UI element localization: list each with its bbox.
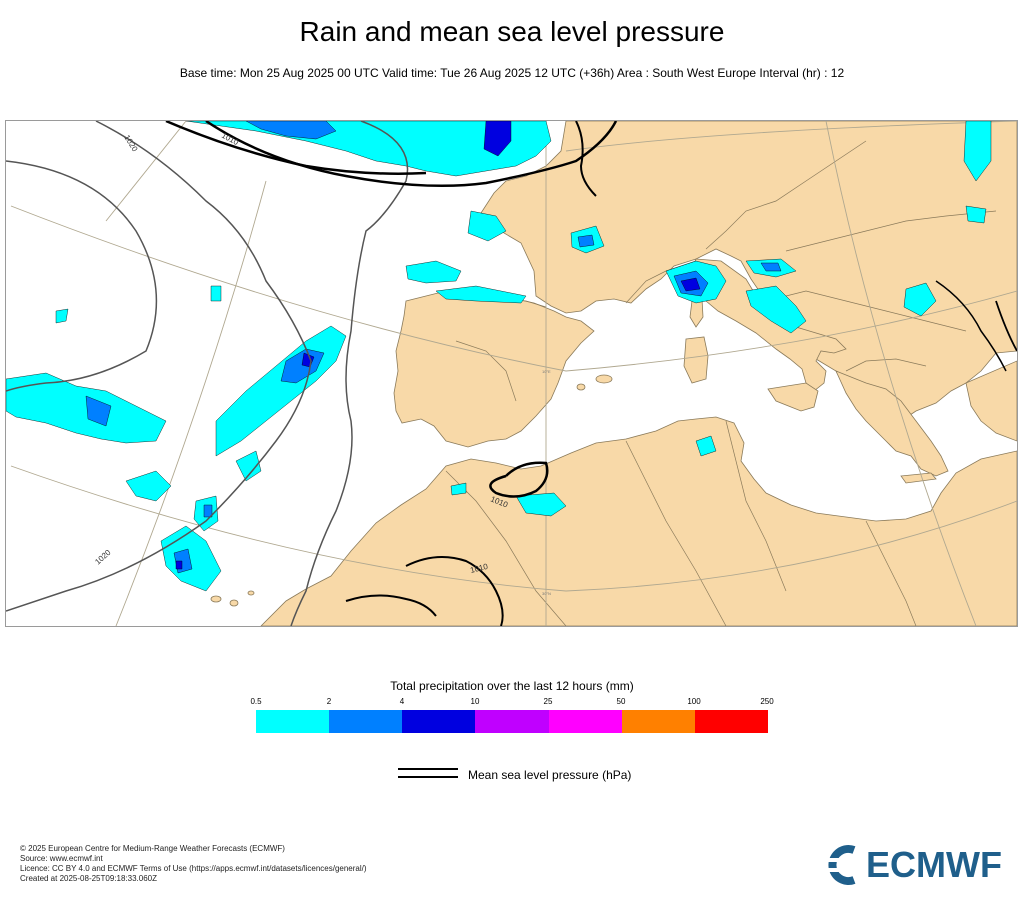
isobar-layer — [6, 121, 1017, 626]
footer-line: Source: www.ecmwf.int — [20, 854, 103, 863]
land-sardinia — [683, 336, 709, 384]
colorbar-tick: 10 — [470, 697, 480, 706]
colorbar-tick: 50 — [616, 697, 626, 706]
map-subtitle: Base time: Mon 25 Aug 2025 00 UTC Valid … — [179, 66, 845, 80]
isobar-label: 1020 — [93, 548, 113, 567]
precip-layer — [6, 121, 992, 592]
footer-line: © 2025 European Centre for Medium-Range … — [20, 844, 285, 853]
graticule-layer — [10, 121, 1017, 626]
legend-title: Total precipitation over the last 12 hou… — [390, 679, 634, 693]
colorbar-tick: 100 — [687, 697, 701, 706]
colorbar-bin — [256, 710, 330, 733]
land-iberia — [393, 288, 595, 448]
ecmwf-logo[interactable]: ECMWF — [814, 844, 1014, 886]
land-africa — [260, 416, 1017, 626]
graticule-label: 10°E — [542, 369, 551, 374]
land-turkey — [965, 360, 1017, 442]
land-balkans — [835, 370, 949, 477]
land-layer — [210, 121, 1017, 626]
colorbar-tick: 25 — [543, 697, 553, 706]
map-title: Rain and mean sea level pressure — [299, 16, 725, 47]
precip-colorbar — [256, 710, 768, 733]
footer-credits: © 2025 European Centre for Medium-Range … — [20, 844, 367, 884]
colorbar-tick: 0.5 — [250, 697, 262, 706]
land-sicily — [767, 382, 819, 412]
mslp-line-sample — [398, 776, 458, 778]
colorbar-bin — [548, 710, 622, 733]
map-canvas: 1010 1020 1010 1010 1020 30°N 10°E — [6, 121, 1017, 626]
colorbar-bin — [621, 710, 695, 733]
isobar-label: 1020 — [122, 133, 139, 153]
colorbar-tick: 2 — [326, 697, 332, 706]
mslp-line-sample — [398, 768, 458, 770]
mslp-label: Mean sea level pressure (hPa) — [468, 768, 632, 782]
colorbar-tick: 4 — [399, 697, 405, 706]
colorbar-tick: 250 — [760, 697, 774, 706]
land-corsica — [689, 298, 704, 328]
ecmwf-logo-icon — [816, 845, 862, 885]
graticule-label: 30°N — [542, 591, 551, 596]
graticule-label-layer: 30°N 10°E — [542, 369, 551, 596]
colorbar-bin — [475, 710, 549, 733]
isobar-label: 1010 — [469, 562, 489, 575]
colorbar-bin — [329, 710, 403, 733]
weather-map[interactable]: 1010 1020 1010 1010 1020 30°N 10°E — [5, 120, 1018, 627]
footer-line: Licence: CC BY 4.0 and ECMWF Terms of Us… — [20, 864, 367, 873]
land-europe — [480, 121, 1017, 432]
ecmwf-logo-text: ECMWF — [866, 844, 1002, 885]
colorbar-bin — [402, 710, 476, 733]
colorbar-bin — [694, 710, 768, 733]
footer-line: Created at 2025-08-25T09:18:33.060Z — [20, 874, 157, 883]
